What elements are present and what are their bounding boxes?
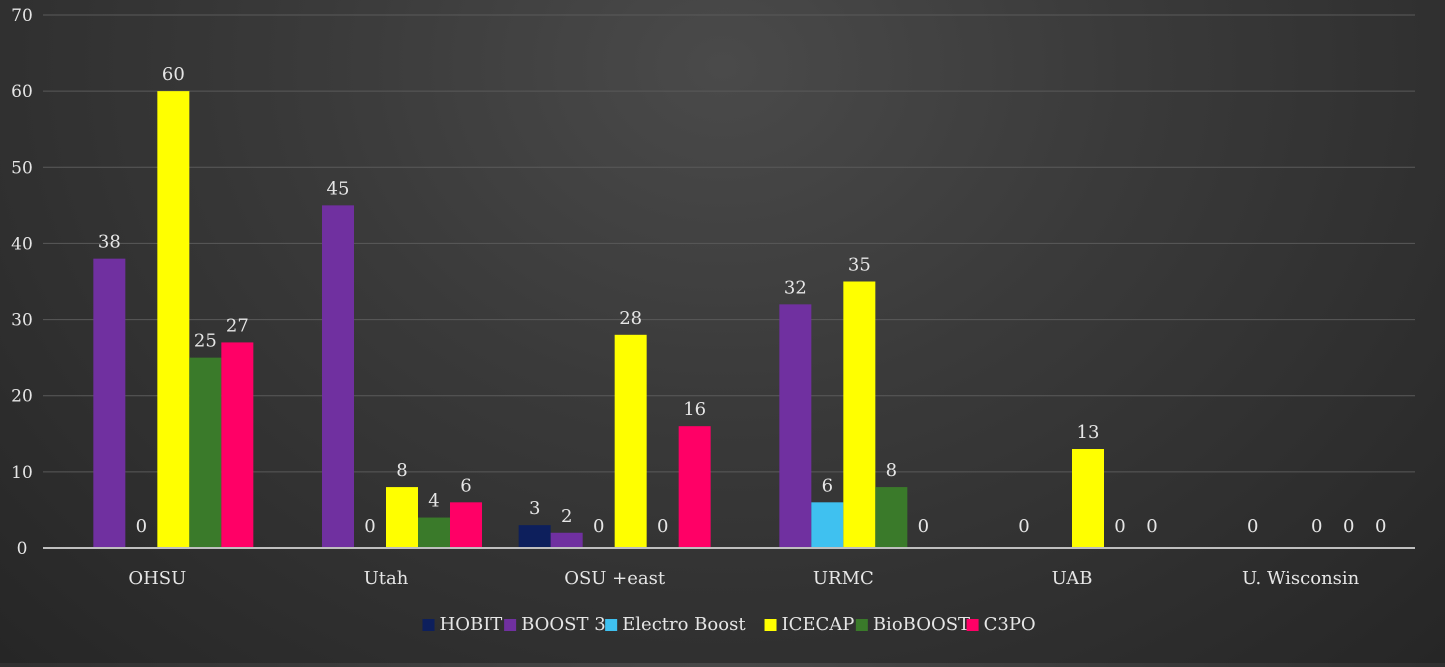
bar-icecap-4: [1072, 449, 1104, 548]
data-label: 32: [784, 277, 807, 298]
legend-label: BOOST 3: [521, 614, 606, 635]
legend-label: BioBOOST: [873, 614, 970, 635]
data-label: 8: [886, 460, 897, 481]
x-tick-label: OHSU: [128, 568, 186, 589]
x-tick-label: Utah: [364, 568, 409, 589]
x-tick-label: U. Wisconsin: [1242, 568, 1360, 589]
bar-boost-3-2: [550, 532, 583, 548]
bars: [93, 91, 1104, 549]
bar-electro-boost-3: [811, 502, 844, 548]
legend-swatch: [504, 619, 517, 631]
data-label: 0: [593, 516, 604, 537]
data-label: 27: [226, 315, 249, 336]
data-label: 28: [619, 308, 642, 329]
data-label: 16: [683, 399, 706, 420]
data-label: 0: [657, 516, 668, 537]
y-axis-ticks: 0 10 20 30 40 50 60 70: [11, 6, 33, 559]
x-tick-label: OSU +east: [564, 568, 666, 589]
legend-label: HOBIT: [440, 614, 503, 635]
bar-bioboost-0: [189, 357, 222, 548]
legend-item-icecap: ICECAP: [764, 614, 855, 635]
data-label: 2: [561, 506, 572, 527]
y-tick-label: 0: [17, 539, 28, 559]
x-axis-ticks: OHSU Utah OSU +east URMC UAB U. Wisconsin: [128, 568, 1359, 589]
bar-bioboost-3: [875, 487, 908, 548]
x-tick-label: UAB: [1052, 568, 1093, 589]
legend-swatch: [764, 619, 777, 631]
data-label: 0: [364, 516, 375, 537]
x-tick-label: URMC: [813, 568, 874, 589]
data-label: 13: [1077, 422, 1100, 443]
legend-item-bioboost: BioBOOST: [855, 614, 970, 635]
bar-icecap-3: [843, 281, 876, 548]
y-tick-label: 40: [11, 234, 33, 254]
bar-bioboost-1: [418, 517, 450, 548]
bar-icecap-1: [386, 487, 418, 548]
data-label: 0: [1343, 516, 1354, 537]
bar-c3po-2: [678, 426, 711, 548]
bar-icecap-0: [157, 91, 190, 549]
data-label: 3: [529, 498, 540, 519]
y-tick-label: 50: [11, 158, 33, 178]
y-tick-label: 70: [11, 6, 33, 26]
data-label: 0: [1311, 516, 1322, 537]
legend: HOBIT BOOST 3 Electro Boost ICECAP BioBOOST C…: [422, 614, 1036, 635]
y-tick-label: 20: [11, 387, 33, 407]
legend-item-boost-3: BOOST 3: [504, 614, 606, 635]
data-label: 0: [1114, 516, 1125, 537]
y-tick-label: 10: [11, 463, 33, 483]
data-label: 0: [1247, 516, 1258, 537]
data-label: 4: [428, 491, 439, 512]
bar-hobit-2: [518, 525, 551, 548]
y-tick-label: 60: [11, 82, 33, 102]
bar-boost-3-3: [779, 304, 812, 548]
legend-item-c3po: C3PO: [966, 614, 1036, 635]
data-label: 25: [194, 331, 217, 352]
data-label: 45: [327, 178, 350, 199]
bar-icecap-2: [614, 334, 647, 548]
legend-item-hobit: HOBIT: [422, 614, 503, 635]
data-label: 8: [396, 460, 407, 481]
data-label: 6: [822, 475, 833, 496]
y-tick-label: 30: [11, 311, 33, 331]
bar-c3po-1: [450, 502, 482, 548]
data-label: 6: [460, 475, 471, 496]
data-label: 60: [162, 64, 185, 85]
gridlines: [43, 14, 1415, 473]
data-label: 0: [918, 516, 929, 537]
legend-label: ICECAP: [782, 614, 855, 635]
bar-c3po-0: [221, 342, 254, 548]
legend-swatch: [422, 619, 435, 631]
legend-item-electro-boost: Electro Boost: [605, 614, 746, 635]
data-label: 0: [136, 516, 147, 537]
data-label: 0: [1375, 516, 1386, 537]
data-label: 38: [98, 232, 121, 253]
legend-label: C3PO: [984, 614, 1036, 635]
legend-swatch: [855, 619, 868, 631]
legend-swatch: [966, 619, 979, 631]
legend-swatch: [605, 619, 618, 631]
bar-boost-3-0: [93, 258, 126, 548]
bar-boost-3-1: [322, 205, 354, 548]
data-label: 0: [1146, 516, 1157, 537]
legend-label: Electro Boost: [622, 614, 746, 635]
data-label: 0: [1018, 516, 1029, 537]
data-label: 35: [848, 255, 871, 276]
